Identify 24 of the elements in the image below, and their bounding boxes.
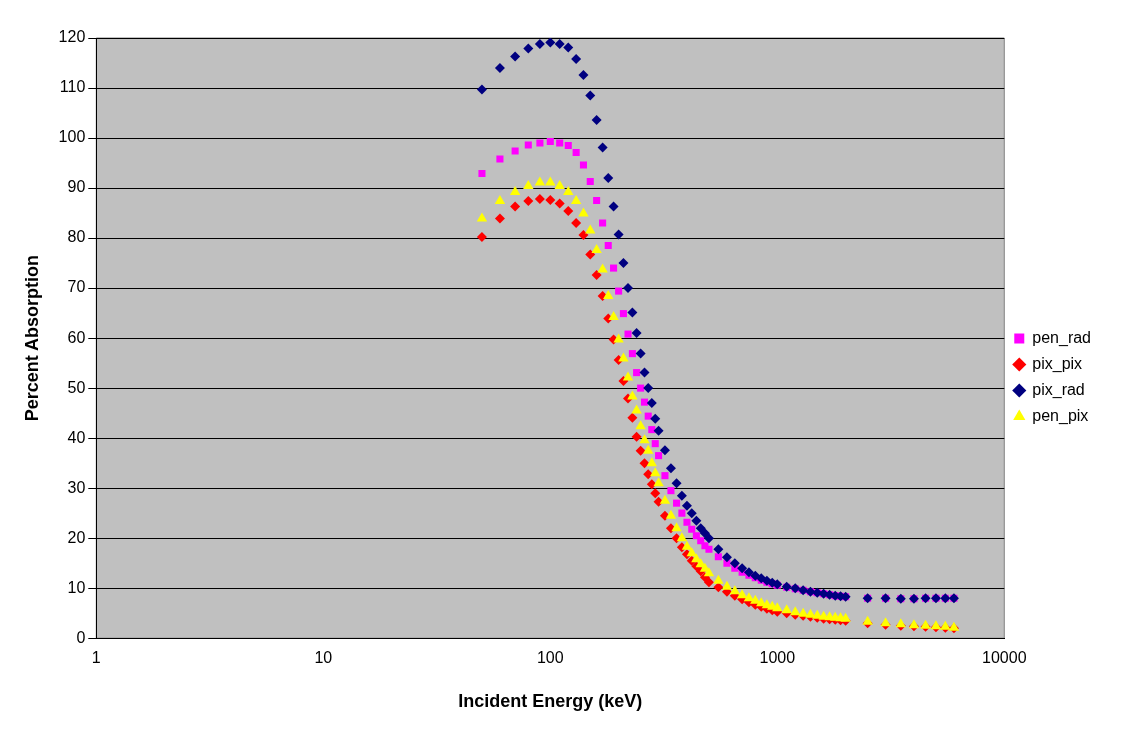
x-tick-label: 10 xyxy=(314,649,333,667)
y-tick-label: 100 xyxy=(58,128,86,146)
legend-label: pen_rad xyxy=(1032,328,1091,347)
y-tick-label: 90 xyxy=(67,178,86,196)
y-tick-label: 30 xyxy=(67,478,86,496)
y-tick-label: 110 xyxy=(59,78,86,96)
legend-label: pen_pix xyxy=(1032,406,1089,425)
y-tick-label: 70 xyxy=(67,278,86,296)
legend-label: pix_pix xyxy=(1032,354,1083,373)
x-tick-label: 10000 xyxy=(982,649,1027,667)
y-axis-title: Percent Absorption xyxy=(21,254,42,422)
y-tick-label: 60 xyxy=(67,328,86,346)
y-tick-label: 40 xyxy=(67,428,86,446)
y-tick-label: 50 xyxy=(67,378,86,396)
y-tick-label: 120 xyxy=(58,28,86,46)
x-tick-label: 100 xyxy=(536,649,564,667)
y-tick-label: 0 xyxy=(76,628,86,646)
y-tick-label: 10 xyxy=(67,578,86,596)
legend-label: pix_rad xyxy=(1032,380,1085,399)
x-tick-label: 1000 xyxy=(759,649,796,667)
y-tick-label: 80 xyxy=(67,228,86,246)
x-tick-label: 1 xyxy=(91,649,101,667)
y-tick-label: 20 xyxy=(67,528,86,546)
x-axis-title: Incident Energy (keV) xyxy=(458,691,643,712)
